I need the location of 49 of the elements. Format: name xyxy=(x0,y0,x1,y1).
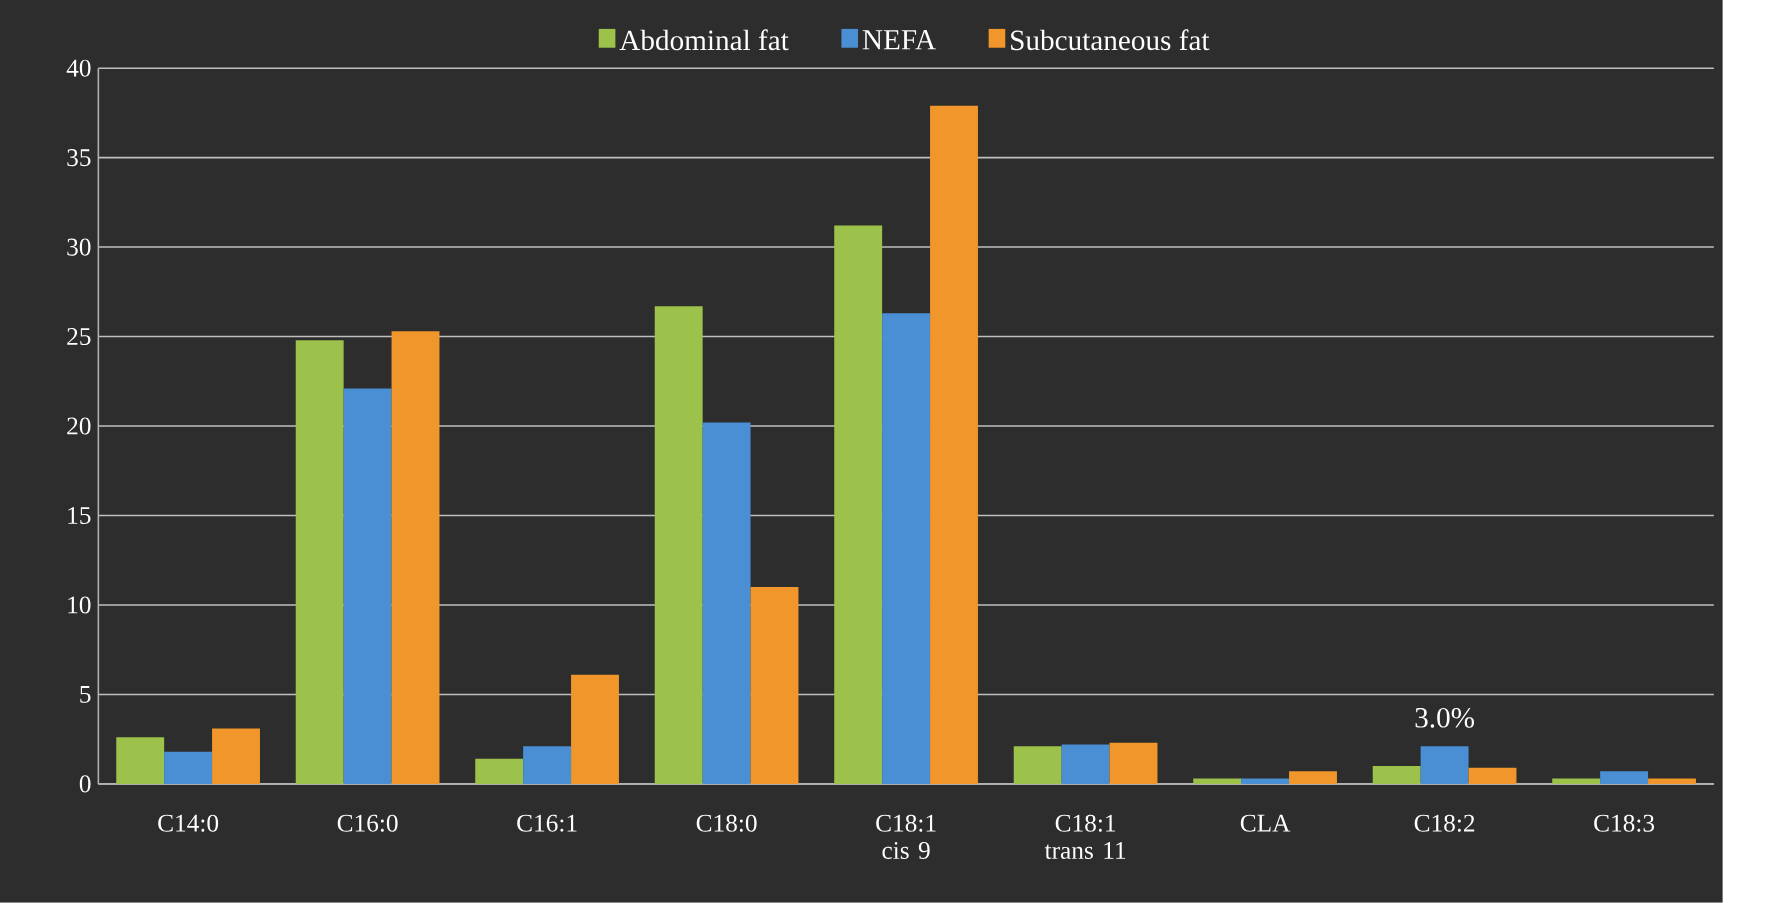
bar xyxy=(1420,746,1469,785)
bar xyxy=(654,306,703,785)
y-tick-label: 5 xyxy=(80,686,91,703)
annotation: 3.0% xyxy=(1415,708,1475,728)
y-tick-label: 30 xyxy=(67,238,91,256)
x-tick-label: C16:1 xyxy=(517,814,577,832)
bar xyxy=(1241,778,1290,785)
x-tick-label: C18:0 xyxy=(696,814,757,833)
x-tick-label: C18:1 trans 11 xyxy=(1044,814,1126,860)
y-tick-label: 40 xyxy=(66,59,91,77)
y-tick-label: 20 xyxy=(67,417,91,435)
y-tick-label: 10 xyxy=(68,596,91,614)
bar xyxy=(116,737,165,785)
bar xyxy=(750,587,799,785)
legend-label: Abdominal fat xyxy=(619,29,789,51)
x-tick-label: CLA xyxy=(1240,814,1291,832)
bar xyxy=(1648,778,1696,785)
bar xyxy=(523,746,572,785)
x-tick-label: C18:1 cis 9 xyxy=(876,814,936,860)
x-tick-label: C18:3 xyxy=(1594,814,1655,833)
y-tick-label: 15 xyxy=(68,507,91,525)
bar xyxy=(1600,771,1649,785)
bar xyxy=(1061,744,1110,785)
bar xyxy=(1289,771,1337,785)
bar xyxy=(1468,767,1517,785)
bar xyxy=(164,751,213,785)
bar xyxy=(702,422,751,785)
y-tick-label: 25 xyxy=(67,328,91,346)
bar xyxy=(475,758,524,785)
bar xyxy=(1552,778,1601,785)
y-tick-label: 35 xyxy=(67,149,91,167)
x-tick-label: C16:0 xyxy=(337,814,398,833)
bar xyxy=(930,105,978,785)
bar xyxy=(882,313,931,785)
bar xyxy=(1193,778,1242,785)
legend-label: NEFA xyxy=(862,30,936,50)
x-tick-label: C14:0 xyxy=(158,814,219,833)
bar xyxy=(1013,746,1062,785)
legend-label: Subcutaneous fat xyxy=(1011,29,1210,51)
x-tick-label: C18:2 xyxy=(1414,814,1475,833)
y-tick-label: 0 xyxy=(79,775,91,793)
bar xyxy=(571,674,619,785)
bar xyxy=(834,225,883,785)
bar xyxy=(343,388,392,785)
bar xyxy=(391,331,440,785)
bar xyxy=(1109,742,1158,785)
bar xyxy=(1372,766,1421,785)
bar xyxy=(295,340,344,785)
bar xyxy=(212,728,260,785)
